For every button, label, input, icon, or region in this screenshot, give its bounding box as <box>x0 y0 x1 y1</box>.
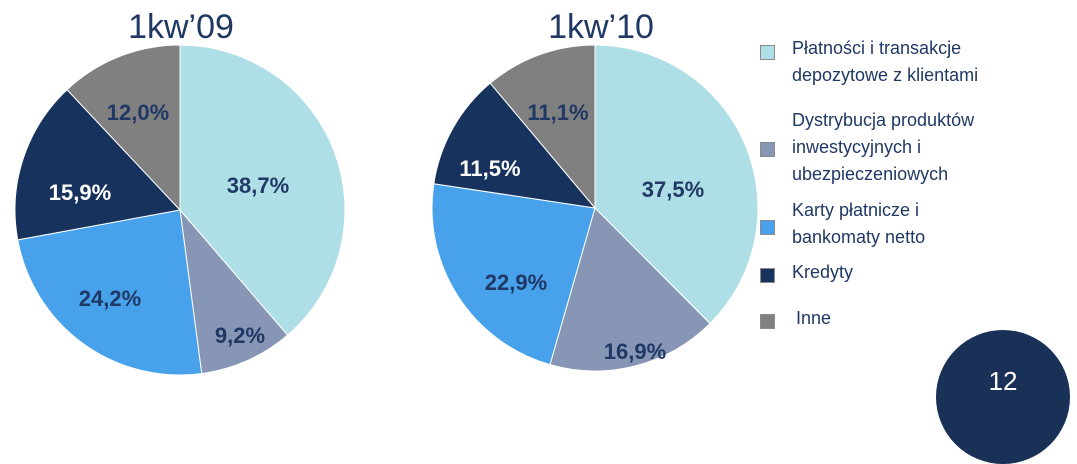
pie-2-label-dystrybucja: 16,9% <box>604 339 666 364</box>
pie-2-label-kredyty: 11,5% <box>459 156 520 181</box>
legend-label-dystrybucja-line-1: Dystrybucja produktów <box>792 110 975 130</box>
pie-1-label-platnosci: 38,7% <box>227 173 289 198</box>
pie-1-label-inne: 12,0% <box>107 100 169 125</box>
chart-stage: 1kw’09 1kw’10 38,7% 9,2% 24,2% 15,9% 12,0% 3… <box>14 8 1070 464</box>
pie-2-slice-inne <box>489 44 596 210</box>
chart-title-1: 1kw’09 <box>128 8 234 46</box>
pie-2-slice-kredyty <box>433 82 597 209</box>
pie-2-label-inne: 11,1% <box>527 100 588 125</box>
page-number: 12 <box>988 366 1018 396</box>
pie-2-slice-dystrybucja <box>549 207 711 372</box>
pie-1-label-dystrybucja: 9,2% <box>215 323 265 348</box>
legend-label-platnosci-line-1: Płatności i transakcje <box>792 38 962 58</box>
pie-chart-2: 37,5% 16,9% 22,9% 11,5% 11,1% <box>431 44 759 372</box>
legend-swatch-karty <box>760 220 775 235</box>
pie-1-label-kredyty: 15,9% <box>49 180 111 205</box>
pie-2-slice-platnosci <box>594 44 759 325</box>
page-number-badge: 12 <box>936 330 1070 464</box>
pie-1-slice-karty <box>17 209 203 376</box>
pie-1-slice-dystrybucja <box>179 208 289 375</box>
legend-swatch-dystrybucja <box>760 142 775 157</box>
pie-2-slice-karty <box>431 183 596 366</box>
legend-label-dystrybucja-line-2: inwestycyjnych i <box>792 137 922 157</box>
legend-label-dystrybucja-line-3: ubezpieczeniowych <box>792 164 949 184</box>
legend-swatch-platnosci <box>760 45 775 60</box>
legend-label-karty-line-2: bankomaty netto <box>792 227 926 247</box>
pie-1-slice-kredyty <box>14 89 181 241</box>
pie-2-label-platnosci: 37,5% <box>642 177 704 202</box>
pie-2-label-karty: 22,9% <box>485 270 547 295</box>
legend-label-platnosci-line-2: depozytowe z klientami <box>792 65 979 85</box>
pie-chart-1: 38,7% 9,2% 24,2% 15,9% 12,0% <box>14 44 346 376</box>
legend-label-kredyty-line-1: Kredyty <box>792 262 854 282</box>
legend-swatch-inne <box>760 314 775 329</box>
legend-label-inne-line-1: Inne <box>796 308 832 328</box>
chart-title-2: 1kw’10 <box>548 8 654 46</box>
legend-label-karty-line-1: Karty płatnicze i <box>792 200 920 220</box>
legend-swatch-kredyty <box>760 268 775 283</box>
pie-1-slice-inne <box>66 44 181 212</box>
pie-1-label-karty: 24,2% <box>79 286 141 311</box>
pie-1-slice-platnosci <box>179 44 346 336</box>
